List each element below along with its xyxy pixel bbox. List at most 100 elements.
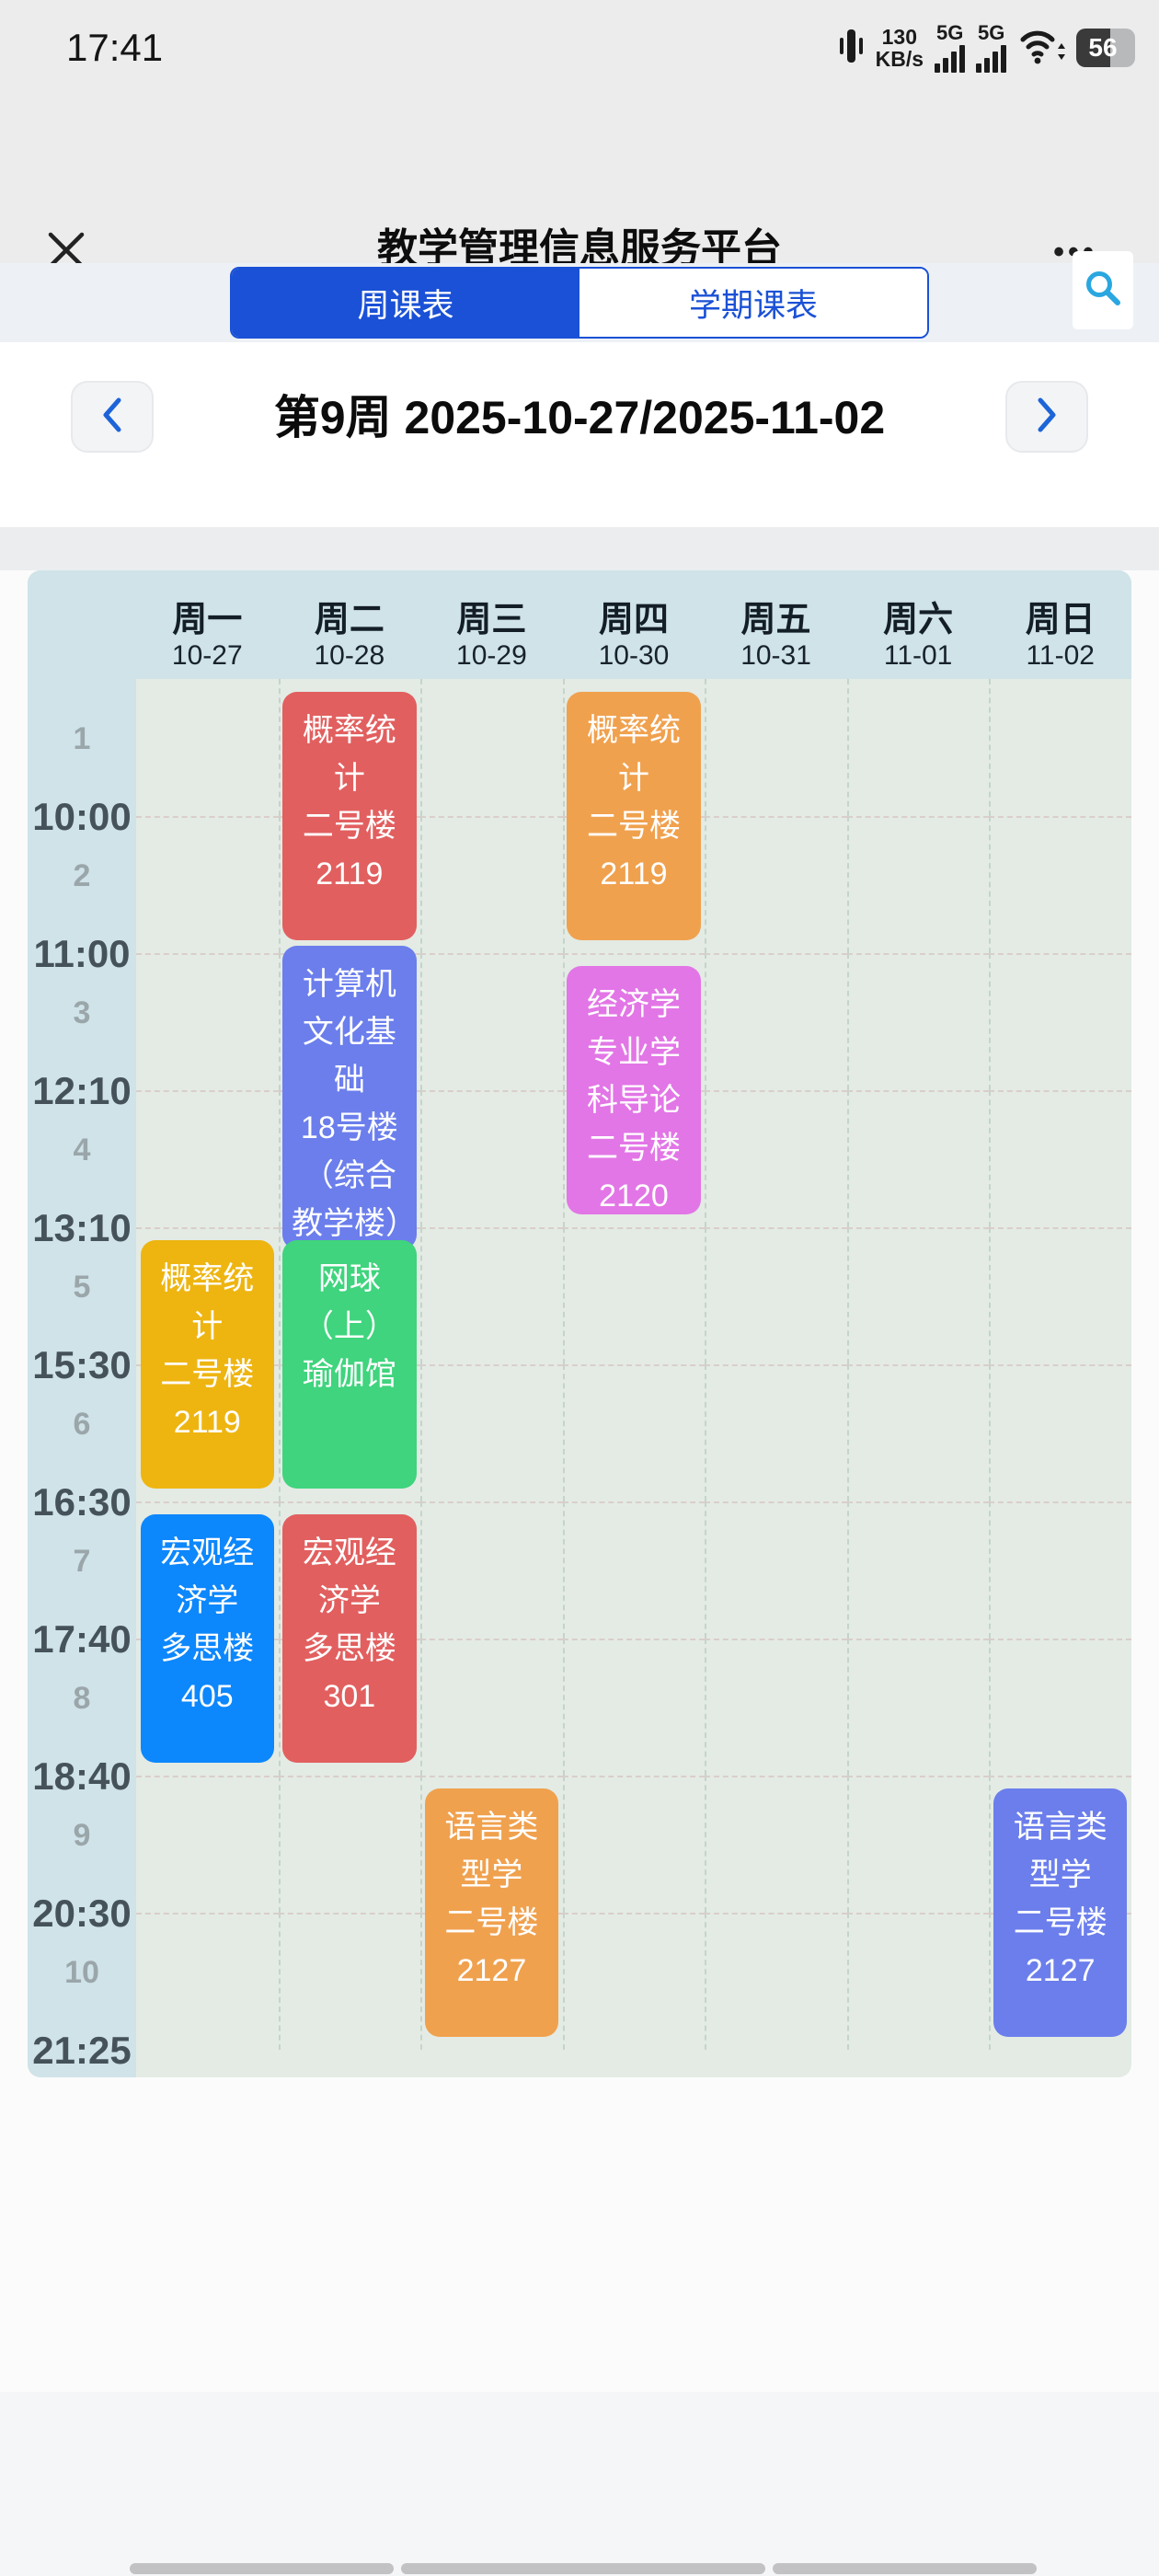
schedule-cell bbox=[420, 1776, 563, 1913]
period-row-3: 3 12:10 bbox=[28, 953, 136, 1112]
day-name: 周六 bbox=[883, 601, 954, 639]
course-block[interactable]: 宏观经济学 多思楼301 bbox=[282, 1514, 417, 1763]
time-column-background bbox=[28, 679, 136, 2077]
course-block[interactable]: 计算机文化基础 18号楼（综合教学楼） bbox=[282, 946, 417, 1249]
schedule-cell bbox=[705, 1913, 847, 2050]
period-row-6: 6 16:30 bbox=[28, 1364, 136, 1524]
course-name: 语言类型学 bbox=[1013, 1810, 1107, 1892]
period-number: 3 bbox=[73, 995, 91, 1030]
schedule-cell bbox=[846, 1501, 990, 1639]
course-name: 计算机文化基础 bbox=[302, 967, 396, 1098]
course-room: 瑜伽馆 bbox=[302, 1357, 396, 1392]
search-button[interactable] bbox=[1073, 251, 1133, 329]
course-room: 多思楼405 bbox=[160, 1631, 255, 1714]
course-block[interactable]: 网球（上） 瑜伽馆 bbox=[282, 1240, 417, 1489]
network-speed-value: 130 bbox=[881, 25, 917, 49]
status-bar: 17:41 130 KB/s 5G 5G bbox=[0, 0, 1159, 92]
day-date: 10-31 bbox=[740, 640, 811, 671]
close-button[interactable] bbox=[37, 223, 96, 282]
search-icon bbox=[1083, 268, 1123, 313]
period-number: 5 bbox=[73, 1270, 91, 1305]
course-room: 二号楼2119 bbox=[586, 809, 681, 891]
chevron-left-icon bbox=[100, 396, 124, 439]
period-number: 2 bbox=[73, 858, 91, 893]
period-number: 10 bbox=[64, 1955, 99, 1990]
schedule-cell bbox=[420, 679, 563, 816]
period-end-time: 18:40 bbox=[32, 1754, 132, 1798]
schedule-cell bbox=[705, 1501, 847, 1639]
battery-icon: 56 bbox=[1076, 29, 1135, 67]
period-end-time: 21:25 bbox=[32, 2029, 132, 2072]
clock: 17:41 bbox=[66, 26, 164, 69]
day-name: 周四 bbox=[598, 601, 669, 639]
schedule-cell bbox=[278, 1913, 421, 2050]
course-block[interactable]: 概率统计 二号楼2119 bbox=[140, 1240, 275, 1489]
tab-semester-schedule[interactable]: 学期课表 bbox=[580, 269, 927, 337]
schedule-cell bbox=[989, 953, 1131, 1090]
course-block[interactable]: 概率统计 二号楼2119 bbox=[282, 692, 417, 940]
gesture-bar-right[interactable] bbox=[773, 2563, 1037, 2574]
day-name: 周一 bbox=[172, 601, 243, 639]
course-block[interactable]: 概率统计 二号楼2119 bbox=[567, 692, 701, 940]
close-icon bbox=[45, 229, 87, 276]
course-room: 二号楼2119 bbox=[160, 1357, 255, 1440]
period-row-4: 4 13:10 bbox=[28, 1090, 136, 1249]
schedule-cell bbox=[420, 1090, 563, 1227]
schedule-cell bbox=[136, 679, 279, 816]
gesture-bar-left[interactable] bbox=[130, 2563, 394, 2574]
vibrate-icon bbox=[837, 24, 865, 73]
course-block[interactable]: 宏观经济学 多思楼405 bbox=[140, 1514, 275, 1763]
schedule-cell bbox=[846, 679, 990, 816]
schedule-cell bbox=[705, 816, 847, 953]
day-date: 10-28 bbox=[314, 640, 385, 671]
prev-week-button[interactable] bbox=[71, 381, 154, 453]
schedule-cell bbox=[705, 1776, 847, 1913]
schedule-cell bbox=[136, 1776, 279, 1913]
schedule-cell bbox=[562, 1913, 706, 2050]
timetable-grid: 周一 10-27 周二 10-28 周三 10-29 周四 10-30 周五 10-31 周六 11-… bbox=[28, 570, 1131, 2077]
schedule-cell bbox=[278, 1501, 421, 1639]
schedule-cell bbox=[562, 1501, 706, 1639]
schedule-cell bbox=[562, 679, 706, 816]
schedule-cell bbox=[989, 1501, 1131, 1639]
browser-titlebar: 教学管理信息服务平台 jwxt.xjau.edu.cn ••• bbox=[0, 92, 1159, 333]
period-number: 9 bbox=[73, 1818, 91, 1853]
course-block[interactable]: 经济学专业学科导论 二号楼2120 bbox=[567, 966, 701, 1214]
schedule-cell bbox=[562, 1227, 706, 1364]
schedule-cell bbox=[136, 1913, 279, 2050]
wifi-icon bbox=[1017, 25, 1065, 72]
course-name: 网球（上） bbox=[302, 1261, 396, 1344]
day-header-7: 周日 11-02 bbox=[989, 570, 1131, 679]
schedule-cell bbox=[705, 1639, 847, 1776]
day-header-3: 周三 10-29 bbox=[420, 570, 563, 679]
schedule-tabs: 周课表 学期课表 bbox=[230, 267, 929, 339]
schedule-cell bbox=[846, 1639, 990, 1776]
period-row-5: 5 15:30 bbox=[28, 1227, 136, 1386]
chevron-right-icon bbox=[1035, 396, 1059, 439]
gesture-bar-center[interactable] bbox=[401, 2563, 765, 2574]
schedule-cell bbox=[705, 1364, 847, 1501]
network-speed-unit: KB/s bbox=[875, 47, 924, 71]
period-row-8: 8 18:40 bbox=[28, 1639, 136, 1798]
day-date: 11-02 bbox=[1026, 640, 1095, 671]
course-name: 语言类型学 bbox=[444, 1810, 539, 1892]
next-week-button[interactable] bbox=[1005, 381, 1088, 453]
tab-week-schedule[interactable]: 周课表 bbox=[232, 269, 580, 337]
day-header-2: 周二 10-28 bbox=[279, 570, 421, 679]
bottom-zone bbox=[0, 2392, 1159, 2576]
schedule-cell bbox=[989, 1090, 1131, 1227]
schedule-cell bbox=[562, 953, 706, 1090]
tab-strip: 周课表 学期课表 bbox=[0, 251, 1159, 342]
schedule-cell bbox=[846, 1776, 990, 1913]
schedule-cell bbox=[420, 1364, 563, 1501]
course-block[interactable]: 语言类型学 二号楼2127 bbox=[424, 1788, 559, 2037]
course-block[interactable]: 语言类型学 二号楼2127 bbox=[993, 1788, 1128, 2037]
schedule-cell bbox=[846, 1090, 990, 1227]
period-end-time: 15:30 bbox=[32, 1343, 132, 1386]
signal-sim1: 5G bbox=[935, 23, 965, 73]
day-name: 周五 bbox=[740, 601, 811, 639]
period-number: 1 bbox=[73, 721, 91, 756]
schedule-cell bbox=[562, 1364, 706, 1501]
schedule-cell bbox=[989, 1227, 1131, 1364]
schedule-cell bbox=[278, 679, 421, 816]
